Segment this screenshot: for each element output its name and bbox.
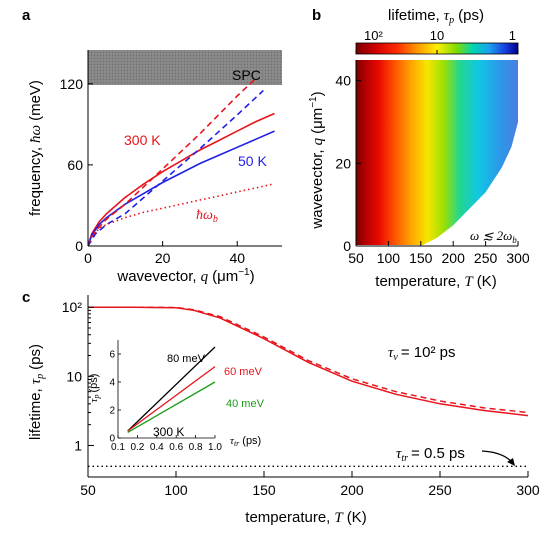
panel-c-ytick-label: 10: [66, 368, 82, 384]
tau-tr-label: τtr = 0.5 ps: [396, 445, 465, 464]
panel-a-xtick-label: 20: [155, 250, 171, 266]
inset-ytick-label: 4: [109, 378, 115, 389]
inset-line-40-mev: [127, 381, 216, 433]
inset-ylabel: τp(ps): [88, 374, 101, 403]
panel-b-xtick-label: 150: [409, 250, 433, 266]
tau-v-label: τv = 10² ps: [388, 344, 455, 363]
panel-b-ticks: 0 20 40 50 100 150 200 250 300: [335, 73, 529, 266]
panel-b-xtick-label: 300: [506, 250, 530, 266]
panel-a-ylabel: frequency,ħω(meV): [27, 80, 44, 216]
colorbar-tick-label: 10: [430, 28, 444, 43]
colorbar-ticks: 10² 10 1: [355, 28, 519, 54]
panel-a-line-50-k-dashed: [88, 90, 264, 246]
panel-c-inset: 0 2 4 6 0.1 0.2 0.4 0.6 0.8 1.0 τp(ps) τtr (ps) 30…: [88, 340, 265, 453]
panel-b-xtick-label: 50: [348, 250, 364, 266]
colorbar-tick-label: 10²: [364, 28, 383, 43]
panel-a-ytick-label: 0: [75, 238, 83, 254]
inset-ytick-label: 0: [109, 434, 115, 445]
panel-a-line-300-k-dashed: [88, 77, 257, 246]
inset-ytick-label: 6: [109, 350, 115, 361]
panel-b-xtick-label: 250: [474, 250, 498, 266]
panel-a-ytick-label: 60: [67, 157, 83, 173]
inset-series: [127, 346, 216, 433]
panel-c-xtick-label: 200: [340, 482, 364, 498]
panel-letter-b: b: [312, 7, 321, 24]
inset-xlabel: τtr (ps): [230, 435, 261, 448]
panel-c-ytick-label: 10²: [62, 299, 83, 315]
colorbar-title: lifetime, τp (ps): [388, 7, 484, 26]
colorbar-tick-label: 1: [509, 28, 516, 43]
panel-c-xtick-label: 250: [428, 482, 452, 498]
panel-c-series: [88, 306, 528, 467]
panel-c-xtick-label: 150: [252, 482, 276, 498]
panel-b-ylabel: wavevector,q(μm−1): [308, 91, 326, 229]
inset-temp-label: 300 K: [153, 425, 184, 439]
label-50k: 50 K: [238, 153, 267, 169]
panel-c-xtick-label: 100: [164, 482, 188, 498]
panel-c-line-v-10-ps-dashed: [88, 306, 528, 414]
panel-letter-c: c: [22, 289, 30, 306]
heatmap-excluded-region: [420, 122, 518, 246]
panel-a-xtick-label: 40: [229, 250, 245, 266]
panel-a-xlabel: wavevector, q (μm−1): [116, 267, 254, 285]
panel-c-ylabel: lifetime,τp(ps): [27, 344, 46, 440]
panel-a-xtick-label: 0: [84, 250, 92, 266]
panel-a-series: [88, 77, 275, 246]
panel-letter-a: a: [22, 7, 31, 24]
inset-xtick-label: 0.1: [111, 442, 125, 453]
panel-c-xlabel: temperature, T (K): [245, 509, 366, 526]
panel-a-line-b-dotted: [88, 183, 275, 246]
inset-ticks: 0 2 4 6 0.1 0.2 0.4 0.6 0.8 1.0: [109, 350, 222, 454]
panel-c-xtick-label: 300: [516, 482, 540, 498]
inset-line-80-mev: [127, 346, 216, 432]
panel-a-line-300-k-solid: [88, 112, 275, 246]
panel-c-line-v-10-ps-solid: [88, 306, 528, 417]
inset-series-label-80: 80 meV: [167, 353, 206, 365]
panel-a-line-50-k-solid: [88, 130, 275, 246]
inset-xtick-label: 0.6: [169, 442, 183, 453]
panel-a-chart: 0 60 120 0 20 40 SPC 300 K 50 K ħωb frequency…: [27, 50, 282, 285]
label-300k: 300 K: [124, 132, 161, 148]
panel-b-xlabel: temperature, T (K): [375, 273, 496, 290]
inset-line-60-mev: [127, 366, 216, 432]
spc-label: SPC: [232, 67, 261, 83]
inset-ytick-label: 2: [109, 406, 115, 417]
panel-c-xtick-label: 50: [80, 482, 96, 498]
panel-b-xtick-label: 200: [442, 250, 466, 266]
panel-a-ticks: 0 60 120 0 20 40: [60, 76, 246, 266]
inset-series-label-40: 40 meV: [226, 398, 265, 410]
panel-b-ytick-label: 0: [343, 238, 351, 254]
panel-b-xtick-label: 100: [377, 250, 401, 266]
panel-c-ytick-label: 1: [74, 437, 82, 453]
label-hwb: ħωb: [196, 208, 218, 225]
panel-a-ytick-label: 120: [60, 76, 84, 92]
panel-b-chart: lifetime, τp (ps) 10² 10 1 0 20 40 50 100 150 200 2…: [308, 7, 530, 290]
panel-b-ytick-label: 40: [335, 73, 351, 89]
inset-xtick-label: 1.0: [208, 442, 222, 453]
tau-tr-arrow: [481, 450, 513, 463]
spc-band: [88, 50, 282, 85]
region-label: ω ≲ 2ωb: [470, 228, 517, 245]
inset-xtick-label: 0.8: [189, 442, 203, 453]
inset-series-label-60: 60 meV: [224, 366, 263, 378]
inset-xtick-label: 0.2: [130, 442, 144, 453]
inset-xtick-label: 0.4: [150, 442, 164, 453]
tau-tr-arrowhead: [507, 458, 515, 466]
panel-b-ytick-label: 20: [335, 155, 351, 171]
